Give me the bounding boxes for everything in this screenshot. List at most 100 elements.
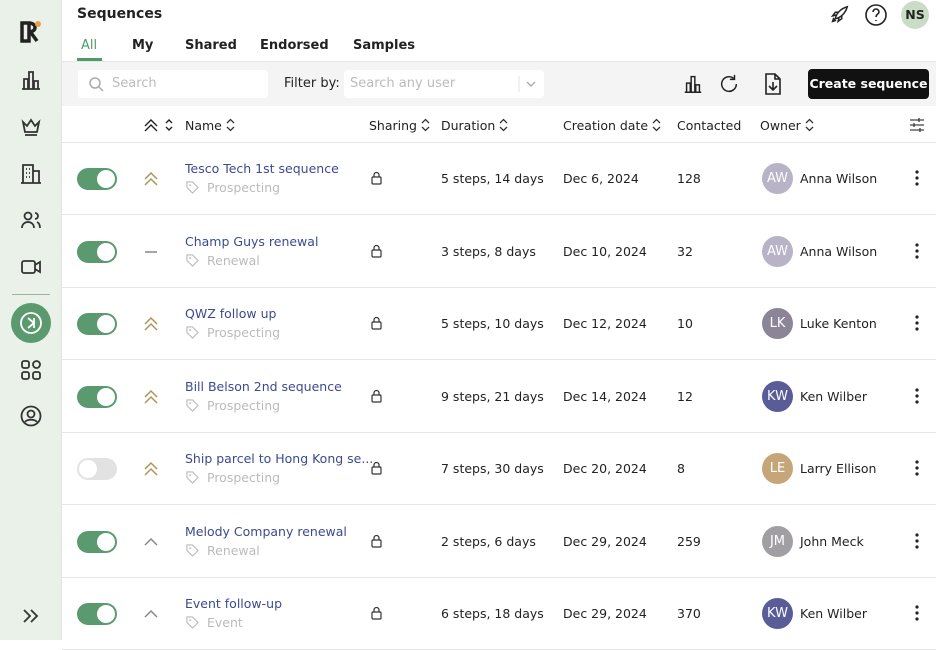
leaderboard-icon[interactable] <box>19 115 43 139</box>
search-input[interactable]: Search <box>78 70 268 98</box>
sort-icon <box>421 118 430 132</box>
column-header[interactable]: Name <box>185 118 222 133</box>
duration: 7 steps, 30 days <box>441 461 544 476</box>
tab[interactable]: Samples <box>353 38 415 53</box>
refresh-button[interactable] <box>718 73 740 95</box>
contacted: 128 <box>677 171 701 186</box>
priority-sort[interactable] <box>144 117 178 133</box>
priority-icon <box>144 171 158 186</box>
table-row: Ship parcel to Hong Kong se... Prospectin… <box>62 433 936 505</box>
tag-icon <box>186 181 199 194</box>
column-settings[interactable] <box>909 117 925 133</box>
apps-icon[interactable] <box>19 358 43 382</box>
active-toggle[interactable] <box>77 168 117 190</box>
priority-icon <box>145 250 157 253</box>
creation-date: Dec 12, 2024 <box>563 316 647 331</box>
column-header[interactable]: Creation date <box>563 118 649 133</box>
sort-icon <box>652 118 661 132</box>
sequence-tag: Event <box>207 615 243 630</box>
tag-icon <box>186 326 199 339</box>
user-avatar[interactable]: NS <box>901 1 929 29</box>
row-menu[interactable] <box>914 387 920 405</box>
duration: 5 steps, 14 days <box>441 171 544 186</box>
owner-avatar: AW <box>762 235 793 267</box>
toggle-knob <box>97 605 115 623</box>
duration: 3 steps, 8 days <box>441 243 536 259</box>
sequence-tag: Renewal <box>207 542 260 558</box>
row-menu[interactable] <box>914 459 920 477</box>
tab[interactable]: All <box>81 38 98 53</box>
tab[interactable]: Shared <box>185 38 237 53</box>
tag-icon <box>186 253 199 267</box>
sequence-name[interactable]: Event follow-up <box>185 596 283 611</box>
row-menu[interactable] <box>914 314 920 332</box>
help-icon[interactable] <box>864 3 888 27</box>
owner-avatar: LK <box>762 308 793 339</box>
sort-icon <box>499 118 508 132</box>
sequence-name[interactable]: Tesco Tech 1st sequence <box>185 161 339 176</box>
sequence-name[interactable]: QWZ follow up <box>185 306 277 321</box>
tab[interactable]: My <box>132 38 154 53</box>
creation-date: Dec 29, 2024 <box>563 533 647 549</box>
tag-icon <box>186 616 199 629</box>
owner-avatar: AW <box>762 163 793 194</box>
sequence-name[interactable]: Bill Belson 2nd sequence <box>185 378 342 394</box>
tag-icon <box>186 543 199 557</box>
tag-icon <box>186 471 199 484</box>
toggle-knob <box>97 532 115 551</box>
filter-label: Filter by: <box>284 76 340 91</box>
sequence-name[interactable]: Champ Guys renewal <box>185 233 319 249</box>
owner-name: Luke Kenton <box>800 316 877 331</box>
toggle-knob <box>97 242 115 261</box>
sidebar <box>0 0 62 640</box>
active-toggle[interactable] <box>77 385 117 408</box>
owner-name: Ken Wilber <box>800 606 867 621</box>
sequence-name[interactable]: Ship parcel to Hong Kong se... <box>185 451 374 466</box>
tab[interactable]: Endorsed <box>260 38 329 53</box>
expand-icon[interactable] <box>19 604 43 628</box>
lock-icon <box>371 606 382 620</box>
active-toggle[interactable] <box>77 603 117 625</box>
creation-date: Dec 20, 2024 <box>563 461 647 476</box>
sequence-tag: Prospecting <box>207 470 281 485</box>
rocket-icon[interactable] <box>828 4 850 26</box>
video-icon[interactable] <box>19 255 43 279</box>
owner-avatar: KW <box>762 380 793 412</box>
duration: 5 steps, 10 days <box>441 316 544 331</box>
duration: 6 steps, 18 days <box>441 606 544 621</box>
sequence-name[interactable]: Melody Company renewal <box>185 523 347 539</box>
active-toggle[interactable] <box>77 240 117 263</box>
account-icon[interactable] <box>19 404 43 428</box>
sequences-icon-active[interactable] <box>11 303 51 343</box>
column-header[interactable]: Contacted <box>677 118 742 133</box>
stats-button[interactable] <box>682 73 704 95</box>
export-button[interactable] <box>762 72 784 96</box>
active-toggle[interactable] <box>77 313 117 335</box>
column-header[interactable]: Owner <box>760 118 801 133</box>
lock-icon <box>371 534 382 548</box>
table-row: Champ Guys renewal Renewal 3 steps, 8 days… <box>62 216 936 288</box>
row-menu[interactable] <box>914 604 920 622</box>
row-menu[interactable] <box>914 532 920 550</box>
active-toggle[interactable] <box>77 530 117 553</box>
row-menu[interactable] <box>914 169 920 187</box>
companies-icon[interactable] <box>19 162 43 186</box>
owner-avatar: KW <box>762 598 793 629</box>
contacts-icon[interactable] <box>19 208 43 232</box>
divider <box>62 142 936 143</box>
creation-date: Dec 14, 2024 <box>563 388 647 404</box>
lock-icon <box>371 171 382 185</box>
user-select[interactable]: Search any user <box>344 70 544 98</box>
search-icon <box>89 77 104 92</box>
sequence-tag: Renewal <box>207 252 260 268</box>
column-header[interactable]: Sharing <box>369 118 417 133</box>
lock-icon <box>371 389 382 403</box>
divider <box>12 294 50 295</box>
active-toggle[interactable] <box>77 458 117 480</box>
owner-name: Anna Wilson <box>800 171 878 186</box>
reports-icon[interactable] <box>19 68 43 92</box>
create-sequence-button[interactable]: Create sequence <box>808 69 929 99</box>
column-header[interactable]: Duration <box>441 118 496 133</box>
toggle-knob <box>97 387 115 406</box>
row-menu[interactable] <box>914 242 920 260</box>
